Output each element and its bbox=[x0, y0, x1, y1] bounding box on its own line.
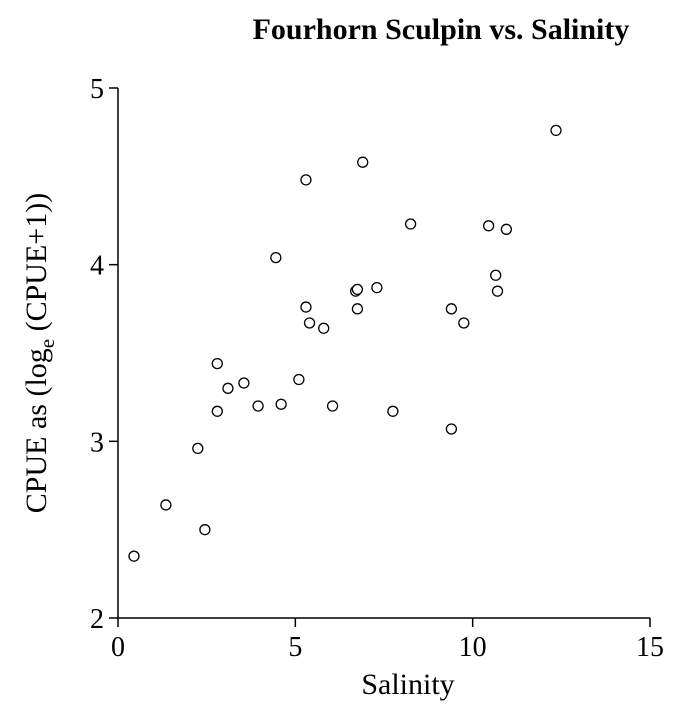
data-point bbox=[300, 301, 312, 313]
data-point bbox=[192, 442, 204, 455]
data-point bbox=[275, 398, 287, 410]
y-axis: 2 3 4 5 bbox=[90, 74, 119, 635]
data-point bbox=[270, 251, 282, 264]
data-point bbox=[351, 303, 364, 315]
data-point bbox=[300, 174, 312, 186]
data-point bbox=[371, 281, 383, 294]
data-point bbox=[387, 405, 399, 417]
data-point bbox=[458, 317, 470, 329]
data-point bbox=[211, 405, 223, 417]
data-point bbox=[303, 317, 316, 329]
y-tick-label: 4 bbox=[90, 251, 104, 282]
chart-title: Fourhorn Sculpin vs. Salinity bbox=[253, 13, 630, 46]
x-tick-label: 5 bbox=[288, 632, 302, 663]
y-tick-label: 2 bbox=[90, 604, 104, 635]
data-point bbox=[445, 423, 458, 435]
data-point bbox=[252, 400, 264, 412]
x-axis: 0 5 10 15 bbox=[111, 617, 664, 663]
data-point bbox=[293, 373, 305, 386]
data-point bbox=[445, 303, 458, 315]
data-point bbox=[404, 218, 417, 230]
data-points bbox=[128, 124, 562, 562]
data-point bbox=[326, 400, 339, 412]
x-axis-title: Salinity bbox=[361, 668, 454, 701]
data-point bbox=[128, 550, 140, 562]
data-point bbox=[550, 124, 562, 137]
x-tick-label: 10 bbox=[459, 632, 487, 663]
data-point bbox=[482, 220, 495, 232]
y-axis-title: CPUE as (loge (CPUE+1)) bbox=[20, 193, 59, 513]
data-point bbox=[490, 269, 502, 281]
data-point bbox=[318, 322, 330, 334]
x-tick-label: 15 bbox=[636, 632, 664, 663]
data-point bbox=[238, 377, 250, 389]
y-tick-label: 5 bbox=[90, 74, 104, 105]
y-axis-title-subscript: e bbox=[35, 339, 59, 348]
data-point bbox=[500, 223, 513, 235]
data-point bbox=[199, 524, 211, 536]
y-axis-title-prefix: CPUE as (log bbox=[20, 348, 53, 513]
x-tick-label: 0 bbox=[111, 632, 125, 663]
data-point bbox=[351, 283, 364, 296]
data-point bbox=[211, 357, 223, 370]
data-point bbox=[491, 285, 504, 297]
y-axis-title-suffix: (CPUE+1)) bbox=[20, 193, 53, 339]
y-tick-label: 3 bbox=[90, 427, 104, 458]
data-point bbox=[357, 156, 369, 168]
data-point bbox=[160, 499, 172, 511]
data-point bbox=[222, 382, 234, 394]
